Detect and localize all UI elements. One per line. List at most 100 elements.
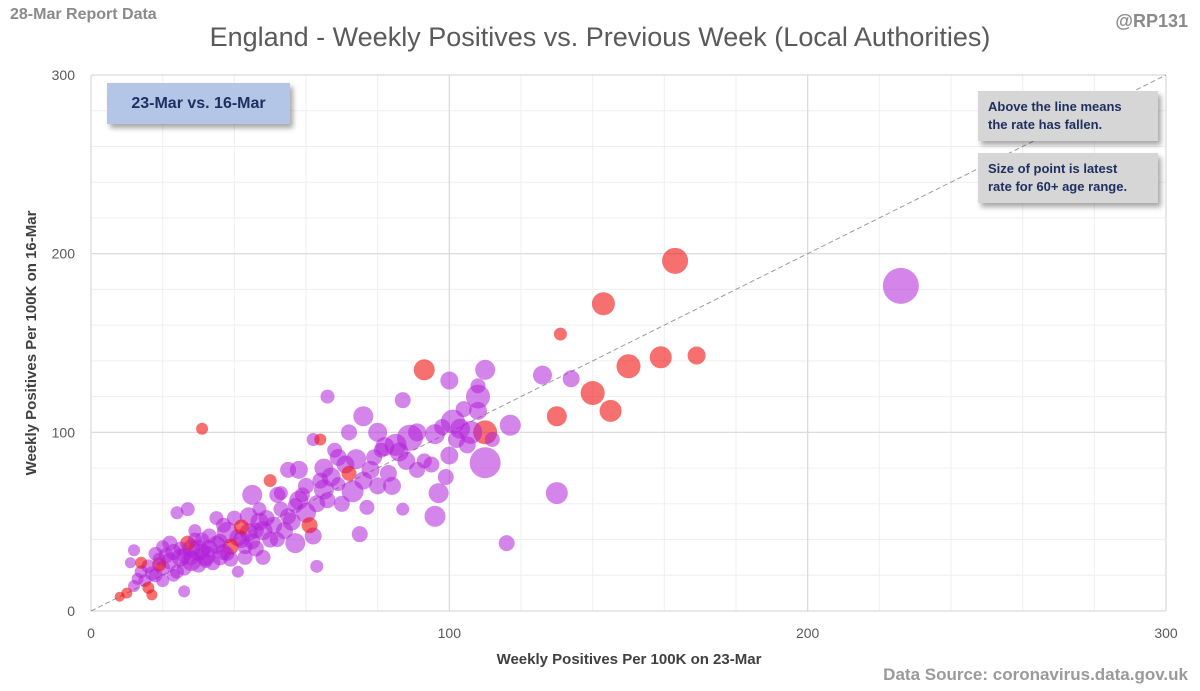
data-point xyxy=(327,442,343,458)
data-point xyxy=(263,474,277,488)
data-point xyxy=(152,552,166,566)
y-tick-label: 100 xyxy=(52,424,76,440)
data-point xyxy=(312,472,329,489)
data-point xyxy=(389,442,409,462)
data-point xyxy=(599,399,622,422)
data-point xyxy=(310,559,324,573)
data-point xyxy=(333,495,350,512)
y-axis-label: Weekly Positives Per 100K on 16-Mar xyxy=(23,210,40,475)
data-point xyxy=(408,423,427,442)
data-point xyxy=(128,544,140,557)
note-above-line: Above the line means the rate has fallen… xyxy=(978,91,1158,141)
x-tick-label: 0 xyxy=(87,625,95,641)
data-point xyxy=(289,460,308,479)
data-point xyxy=(162,535,178,551)
y-tick-label: 300 xyxy=(52,67,76,83)
data-point xyxy=(142,581,155,594)
data-point xyxy=(341,465,357,481)
data-point xyxy=(591,292,615,316)
data-point xyxy=(424,505,446,527)
data-point xyxy=(545,482,568,505)
data-point xyxy=(428,483,449,504)
data-point xyxy=(176,548,192,564)
data-point xyxy=(231,565,244,578)
data-point xyxy=(237,549,253,565)
data-point xyxy=(368,422,388,442)
y-tick-label: 0 xyxy=(67,603,75,619)
data-point xyxy=(341,424,357,441)
data-point xyxy=(580,381,605,406)
data-point xyxy=(285,533,306,554)
data-point xyxy=(369,477,387,495)
data-point xyxy=(320,389,335,404)
data-point xyxy=(546,406,567,427)
data-point xyxy=(247,522,264,539)
data-point xyxy=(319,492,336,509)
data-point xyxy=(314,433,327,446)
report-date-label: 28-Mar Report Data xyxy=(10,6,157,23)
data-point xyxy=(553,327,567,341)
author-handle: @RP131 xyxy=(1115,11,1188,31)
data-point xyxy=(413,359,435,381)
data-point xyxy=(437,469,454,485)
date-range-box: 23-Mar vs. 16-Mar xyxy=(107,83,290,124)
data-point xyxy=(351,526,368,543)
data-point xyxy=(440,371,459,390)
x-tick-label: 200 xyxy=(796,625,820,641)
data-point xyxy=(440,446,459,465)
x-tick-labels: 0 100 200 300 xyxy=(87,625,1178,641)
data-point xyxy=(475,359,496,380)
data-point xyxy=(196,422,209,435)
data-point xyxy=(469,447,501,479)
data-point xyxy=(366,449,383,466)
data-point xyxy=(237,539,253,555)
data-point xyxy=(649,346,672,369)
data-point xyxy=(455,401,472,418)
data-points xyxy=(114,247,919,602)
data-point xyxy=(273,486,288,501)
chart-title: England - Weekly Positives vs. Previous … xyxy=(209,22,991,52)
note-point-size: Size of point is latest rate for 60+ age… xyxy=(978,153,1158,203)
y-tick-labels: 0 100 200 300 xyxy=(52,67,76,619)
data-point xyxy=(301,517,318,534)
data-point xyxy=(114,591,125,602)
data-point xyxy=(423,456,440,473)
data-point xyxy=(396,502,410,516)
data-point xyxy=(131,572,144,585)
data-point xyxy=(533,365,552,385)
note-above-line-text-1: Above the line means xyxy=(988,99,1122,114)
data-point xyxy=(346,449,367,470)
note-point-size-text-2: rate for 60+ age range. xyxy=(988,179,1128,194)
data-point xyxy=(353,406,374,427)
data-point xyxy=(280,508,297,525)
data-point xyxy=(269,532,285,548)
data-point xyxy=(484,431,500,447)
data-point xyxy=(212,533,228,549)
data-point xyxy=(187,532,202,547)
data-point xyxy=(170,506,184,520)
data-point xyxy=(220,546,235,561)
data-point xyxy=(687,346,706,365)
data-point xyxy=(178,585,191,598)
data-point xyxy=(498,535,515,552)
data-point xyxy=(562,370,580,388)
data-point xyxy=(466,384,490,409)
data-point xyxy=(331,477,346,492)
data-point xyxy=(499,414,521,436)
data-point xyxy=(359,499,375,515)
note-point-size-text-1: Size of point is latest xyxy=(988,161,1118,176)
x-tick-label: 300 xyxy=(1154,625,1178,641)
data-point xyxy=(354,471,373,490)
data-point xyxy=(180,502,195,517)
data-point xyxy=(198,553,213,568)
data-point xyxy=(234,519,249,535)
data-point xyxy=(242,484,263,505)
data-source: Data Source: coronavirus.data.gov.uk xyxy=(883,665,1188,684)
data-point xyxy=(124,557,136,569)
note-above-line-text-2: the rate has fallen. xyxy=(988,117,1103,132)
data-point xyxy=(394,392,411,409)
data-point xyxy=(294,487,310,503)
data-point xyxy=(209,511,224,526)
